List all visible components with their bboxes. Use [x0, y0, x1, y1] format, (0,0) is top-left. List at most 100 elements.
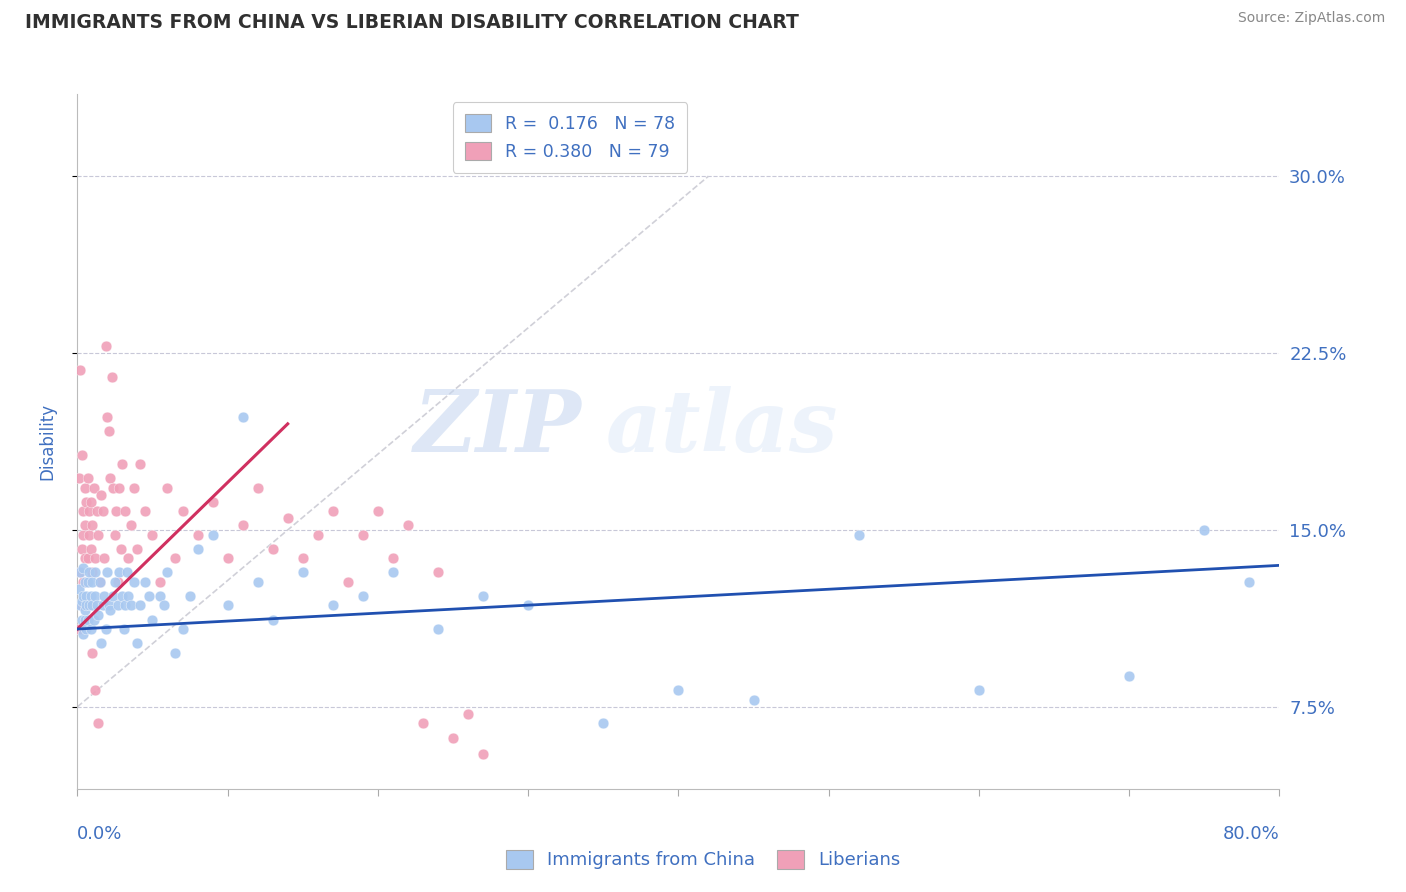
Point — [72, 527, 94, 541]
Point — [111, 589, 134, 603]
Point — [75, 622, 97, 636]
Point — [848, 527, 870, 541]
Point — [232, 409, 254, 424]
Point — [101, 369, 124, 384]
Point — [114, 599, 136, 613]
Point — [96, 566, 118, 580]
Point — [89, 574, 111, 589]
Point — [69, 599, 91, 613]
Point — [163, 551, 186, 566]
Point — [967, 683, 990, 698]
Point — [427, 622, 450, 636]
Point — [69, 362, 91, 376]
Point — [97, 599, 120, 613]
Point — [107, 574, 129, 589]
Point — [291, 551, 314, 566]
Point — [67, 622, 90, 636]
Point — [114, 504, 136, 518]
Point — [277, 511, 299, 525]
Point — [149, 589, 172, 603]
Point — [120, 599, 142, 613]
Point — [73, 613, 96, 627]
Point — [141, 527, 163, 541]
Point — [90, 636, 112, 650]
Point — [67, 582, 90, 596]
Point — [412, 716, 434, 731]
Point — [352, 589, 374, 603]
Y-axis label: Disability: Disability — [38, 403, 56, 480]
Point — [82, 599, 104, 613]
Point — [89, 574, 111, 589]
Point — [322, 599, 344, 613]
Point — [84, 683, 107, 698]
Point — [87, 607, 110, 622]
Point — [70, 448, 93, 462]
Point — [70, 599, 93, 613]
Point — [82, 566, 104, 580]
Point — [352, 527, 374, 541]
Point — [79, 599, 101, 613]
Point — [83, 481, 105, 495]
Point — [232, 518, 254, 533]
Point — [80, 589, 103, 603]
Point — [138, 589, 160, 603]
Point — [79, 527, 101, 541]
Point — [217, 551, 239, 566]
Point — [103, 481, 125, 495]
Point — [108, 566, 131, 580]
Point — [187, 541, 209, 556]
Point — [381, 566, 404, 580]
Point — [73, 481, 96, 495]
Point — [90, 487, 112, 501]
Point — [472, 747, 495, 761]
Point — [112, 622, 135, 636]
Point — [73, 574, 96, 589]
Point — [107, 599, 129, 613]
Point — [79, 599, 101, 613]
Point — [111, 457, 134, 471]
Point — [73, 518, 96, 533]
Point — [87, 527, 110, 541]
Point — [72, 574, 94, 589]
Point — [105, 504, 128, 518]
Legend: R =  0.176   N = 78, R = 0.380   N = 79: R = 0.176 N = 78, R = 0.380 N = 79 — [453, 103, 688, 173]
Point — [201, 527, 224, 541]
Point — [217, 599, 239, 613]
Point — [1194, 523, 1216, 537]
Text: Source: ZipAtlas.com: Source: ZipAtlas.com — [1237, 11, 1385, 25]
Point — [97, 424, 120, 438]
Point — [124, 481, 146, 495]
Point — [104, 527, 127, 541]
Point — [73, 551, 96, 566]
Point — [73, 603, 96, 617]
Point — [70, 613, 93, 627]
Point — [82, 518, 104, 533]
Point — [427, 566, 450, 580]
Text: IMMIGRANTS FROM CHINA VS LIBERIAN DISABILITY CORRELATION CHART: IMMIGRANTS FROM CHINA VS LIBERIAN DISABI… — [25, 13, 799, 32]
Point — [70, 593, 93, 607]
Point — [153, 599, 176, 613]
Point — [322, 504, 344, 518]
Point — [84, 566, 107, 580]
Point — [86, 599, 108, 613]
Point — [127, 541, 149, 556]
Point — [76, 574, 98, 589]
Point — [115, 566, 138, 580]
Point — [117, 589, 139, 603]
Point — [93, 551, 115, 566]
Point — [592, 716, 614, 731]
Point — [72, 560, 94, 574]
Point — [72, 589, 94, 603]
Point — [172, 622, 194, 636]
Point — [172, 504, 194, 518]
Text: ZIP: ZIP — [415, 386, 582, 469]
Point — [80, 494, 103, 508]
Point — [246, 481, 269, 495]
Point — [87, 716, 110, 731]
Point — [70, 541, 93, 556]
Point — [84, 551, 107, 566]
Text: atlas: atlas — [606, 386, 839, 469]
Point — [291, 566, 314, 580]
Point — [100, 471, 122, 485]
Point — [94, 622, 117, 636]
